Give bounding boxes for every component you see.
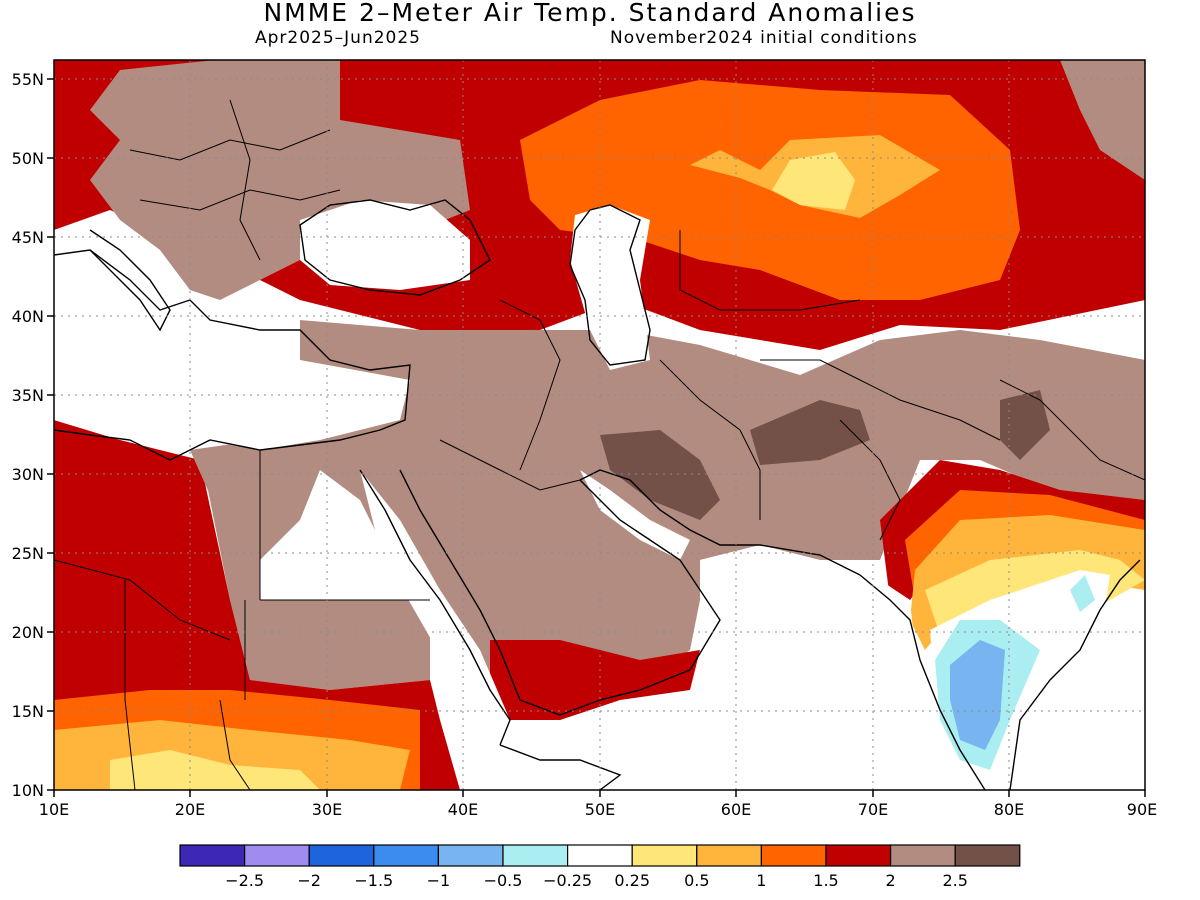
initial-conditions-label: November2024 initial conditions xyxy=(610,28,918,48)
legend-label: 1.5 xyxy=(813,871,838,890)
lat-label: 35N xyxy=(12,386,44,405)
lon-label: 90E xyxy=(1127,800,1157,819)
borders xyxy=(54,99,1145,790)
field-blue-india xyxy=(950,640,1005,750)
legend-swatch xyxy=(696,844,762,867)
legend-label: 0.25 xyxy=(614,871,650,890)
legend-swatch xyxy=(244,844,310,867)
field-white-arabian-sea xyxy=(600,545,960,790)
field-white-caspian xyxy=(570,205,650,370)
field-yellow-kazakhstan xyxy=(772,152,855,210)
coast-mediterranean xyxy=(54,249,411,461)
legend-swatch xyxy=(631,844,698,867)
legend-swatch xyxy=(373,844,439,867)
coast-red-sea xyxy=(359,469,521,746)
coast-italy xyxy=(89,229,171,332)
axis-ticks xyxy=(47,78,1146,797)
legend-swatch xyxy=(308,844,375,867)
map-title: NMME 2–Meter Air Temp. Standard Anomalie… xyxy=(263,0,917,27)
legend-swatch xyxy=(825,844,892,867)
field-white-red-sea xyxy=(360,470,510,740)
coast-arabia xyxy=(519,479,721,716)
legend-swatch xyxy=(502,844,569,867)
legend-label: −2.5 xyxy=(225,871,264,890)
graticule xyxy=(54,60,1145,790)
field-dark-brown-afghanistan xyxy=(750,400,870,465)
legend-swatch xyxy=(760,844,827,867)
season-label: Apr2025–Jun2025 xyxy=(255,28,421,48)
field-dark-brown-himalaya xyxy=(1000,390,1050,460)
lon-label: 10E xyxy=(39,800,69,819)
legend-swatch xyxy=(889,844,956,867)
coast-caspian xyxy=(569,204,651,366)
legend-label: −1 xyxy=(427,871,451,890)
legend-label: −1.5 xyxy=(354,871,393,890)
legend-label: −2 xyxy=(297,871,321,890)
lat-label: 15N xyxy=(12,702,44,721)
coast-persian-gulf xyxy=(579,469,861,576)
lon-label: 20E xyxy=(175,800,205,819)
lat-label: 50N xyxy=(12,149,44,168)
field-brown-europe xyxy=(90,60,470,300)
field-orange-red-india xyxy=(905,490,1145,600)
lon-label: 70E xyxy=(858,800,888,819)
lon-label: 50E xyxy=(585,800,615,819)
lon-label: 40E xyxy=(448,800,478,819)
lat-label: 55N xyxy=(12,70,44,89)
coast-horn xyxy=(499,744,622,790)
field-white-gulf xyxy=(580,470,690,560)
coast-black-sea xyxy=(299,199,491,296)
legend-colorbar: −2.5 −2 −1.5 −1 −0.5 −0.25 0.25 0.5 1 1.5 2 2.5 xyxy=(179,844,1021,890)
lat-label: 20N xyxy=(12,623,44,642)
lat-label: 40N xyxy=(12,307,44,326)
lon-label: 80E xyxy=(994,800,1024,819)
lat-label: 30N xyxy=(12,465,44,484)
coastlines xyxy=(54,199,1141,790)
legend-swatch xyxy=(954,844,1021,867)
lat-label: 25N xyxy=(12,544,44,563)
legend-label: −0.25 xyxy=(543,871,592,890)
legend-label: 2 xyxy=(886,871,896,890)
coast-india xyxy=(859,559,1141,790)
legend-swatch xyxy=(437,844,504,867)
field-brown-libya xyxy=(190,440,320,560)
anomaly-fields xyxy=(54,60,1145,790)
lon-label: 60E xyxy=(721,800,751,819)
field-brown-northeast xyxy=(1060,60,1145,180)
legend-label: −0.5 xyxy=(484,871,523,890)
lon-labels: 10E 20E 30E 40E 50E 60E 70E 80E 90E xyxy=(39,800,1157,819)
field-white-black-sea xyxy=(300,200,470,290)
lat-label: 10N xyxy=(12,781,44,800)
lat-labels: 10N 15N 20N 25N 30N 35N 40N 45N 50N 55N xyxy=(12,70,44,800)
field-red-india xyxy=(880,460,1145,600)
legend-label: 0.5 xyxy=(684,871,709,890)
field-cyan-bengal xyxy=(1070,575,1095,612)
legend-label: 2.5 xyxy=(942,871,967,890)
legend-swatch xyxy=(566,844,633,867)
field-yellow-sahel xyxy=(110,750,320,790)
legend-label: 1 xyxy=(756,871,766,890)
lon-label: 30E xyxy=(312,800,342,819)
field-red-yemen xyxy=(490,640,700,720)
legend-swatch xyxy=(179,844,246,867)
lat-label: 45N xyxy=(12,228,44,247)
field-dark-brown-iran xyxy=(600,430,720,520)
